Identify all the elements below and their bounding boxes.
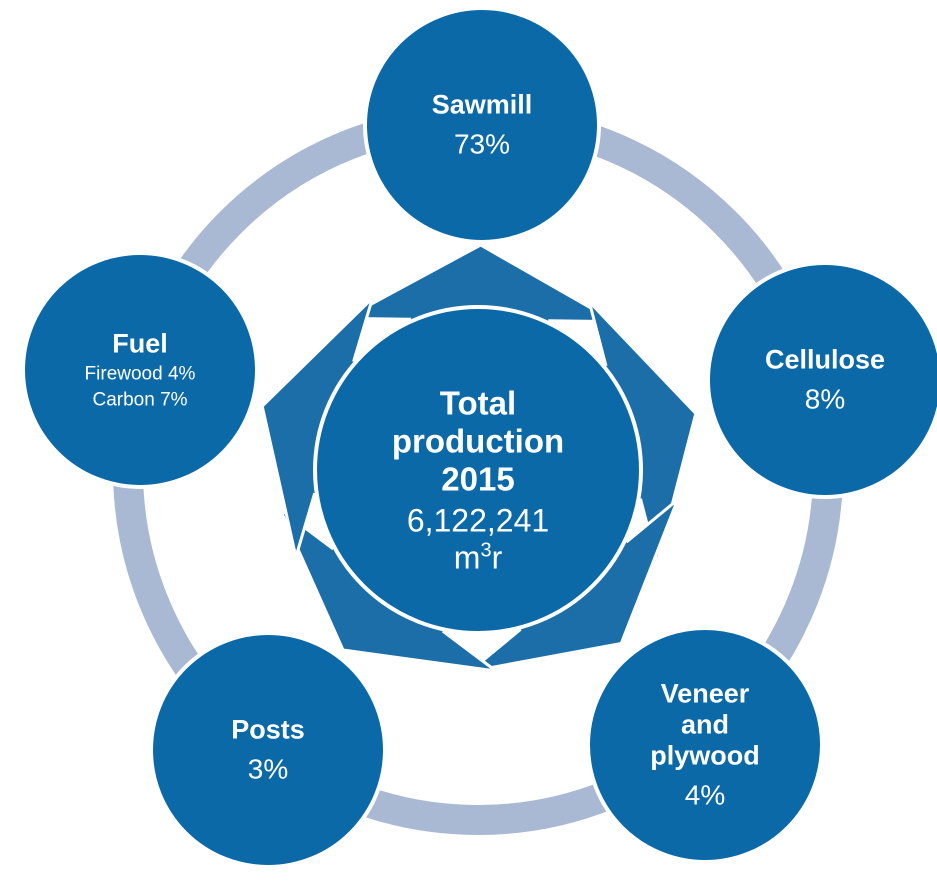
node-text: Sawmill 73%	[382, 89, 582, 160]
node-value: 4%	[684, 779, 726, 811]
node-circle	[706, 261, 937, 499]
node-text: Cellulose 8%	[725, 344, 925, 415]
node-label: Cellulose	[764, 344, 886, 375]
node-text: Posts 3%	[168, 714, 368, 785]
unit-suffix: r	[491, 538, 503, 575]
node-label: Veneer and plywood	[650, 678, 760, 771]
node-detail: Carbon 7%	[92, 389, 188, 411]
node-value: 3%	[247, 753, 289, 785]
center-unit: m3r	[358, 539, 598, 576]
node-value: 8%	[804, 383, 846, 415]
node-label: Posts	[231, 714, 305, 745]
node-label: Fuel	[112, 328, 168, 359]
node-value: 73%	[453, 128, 511, 160]
center-title: Total production 2015	[391, 384, 565, 498]
node-circle	[586, 626, 824, 864]
node-text: Fuel Firewood 4% Carbon 7%	[35, 329, 245, 412]
node-circle	[363, 6, 601, 244]
node-detail: Firewood 4%	[84, 363, 196, 385]
node-label: Sawmill	[431, 89, 533, 120]
center-circle	[313, 305, 643, 635]
node-circle	[21, 251, 259, 489]
unit-sup: 3	[480, 539, 492, 562]
node-text: Veneer and plywood 4%	[610, 678, 800, 811]
center-text: Total production 2015 6,122,241 m3r	[358, 384, 598, 575]
center-value: 6,122,241	[406, 502, 550, 539]
node-circle	[149, 631, 387, 869]
unit-base: m	[453, 538, 481, 575]
